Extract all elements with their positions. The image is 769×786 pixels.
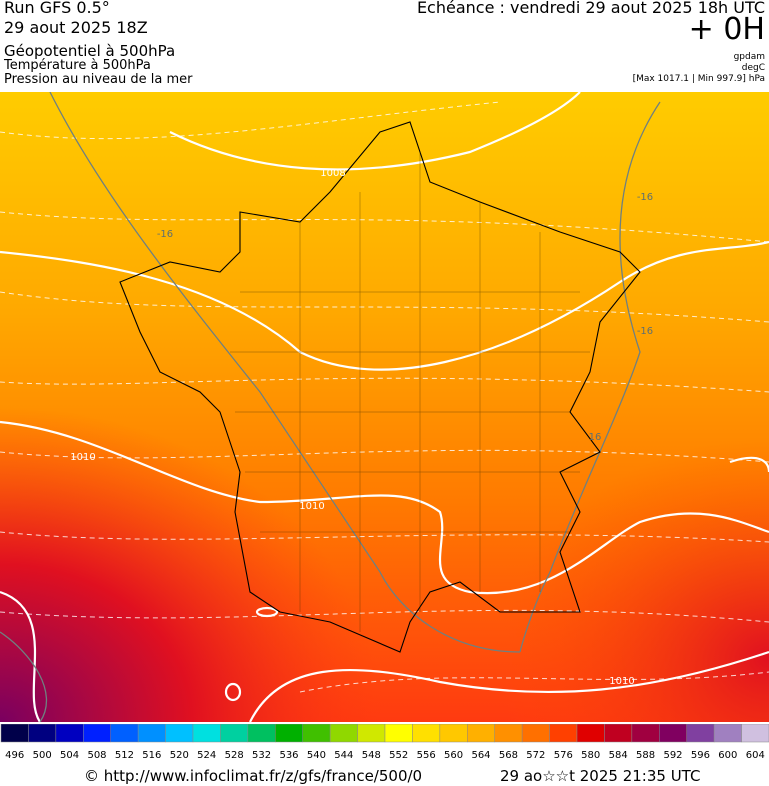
color-swatch: [384, 724, 413, 743]
title: Run GFS 0.5°: [4, 0, 110, 17]
colorbar: 496 500 504 508 512 516 520 524 528 532 536 540 544 5…: [0, 724, 769, 761]
run: 29 aout 2025 18Z: [4, 18, 148, 37]
range: [Max 1017.1 | Min 997.9] hPa: [632, 74, 765, 84]
color-swatch: [192, 724, 221, 743]
field: Pression au niveau de la mer: [4, 72, 193, 87]
colorbar-label: 536: [279, 750, 298, 761]
color-swatch: [357, 724, 386, 743]
colorbar-label: 516: [142, 750, 161, 761]
color-swatch: [521, 724, 550, 743]
color-swatch: [467, 724, 495, 743]
color-swatch: [412, 724, 441, 743]
color-swatch: [110, 724, 139, 743]
contour-label: 1008: [320, 168, 345, 179]
timestamp: 29 ao☆☆t 2025 21:35 UTC: [500, 767, 701, 785]
color-swatch: [302, 724, 331, 743]
colorbar-label: 560: [444, 750, 463, 761]
color-swatch: [247, 724, 276, 743]
colorbar-label: 528: [225, 750, 244, 761]
contour-label: 16: [589, 432, 602, 443]
contour-label: 1010: [70, 452, 95, 463]
color-swatch: [576, 724, 605, 743]
colorbar-label: 532: [252, 750, 271, 761]
valid-time: Echéance : vendredi 29 aout 2025 18h UTC: [416, 0, 765, 17]
geopotential-contours: [0, 92, 661, 722]
colorbar-label: 552: [389, 750, 408, 761]
unit: degC: [741, 63, 765, 73]
colorbar-label: 580: [581, 750, 600, 761]
region-borders: [230, 152, 590, 632]
color-swatch: [329, 724, 358, 743]
colorbar-label: 564: [471, 750, 490, 761]
colorbar-label: 592: [663, 750, 682, 761]
color-swatch: [275, 724, 303, 743]
lead-time: + 0H: [688, 12, 765, 47]
contour-label: -16: [157, 229, 173, 240]
pressure-contours: [0, 92, 769, 722]
unit: gpdam: [733, 52, 765, 62]
color-swatch: [439, 724, 468, 743]
contour-label: 1010: [609, 676, 634, 687]
colorbar-label: 544: [334, 750, 353, 761]
field: Température à 500hPa: [4, 58, 151, 73]
color-swatch: [83, 724, 111, 743]
colorbar-label: 572: [526, 750, 545, 761]
field-background: [0, 92, 769, 722]
color-swatch: [0, 724, 29, 743]
color-swatch: [659, 724, 687, 743]
colorbar-label: 604: [746, 750, 765, 761]
colorbar-label: 600: [718, 750, 737, 761]
colorbar-label: 540: [307, 750, 326, 761]
color-swatch: [55, 724, 84, 743]
color-swatch: [28, 724, 57, 743]
colorbar-label: 568: [499, 750, 518, 761]
color-swatch: [686, 724, 715, 743]
colorbar-label: 500: [33, 750, 52, 761]
colorbar-label: 588: [636, 750, 655, 761]
color-swatch: [713, 724, 742, 743]
color-swatch: [549, 724, 578, 743]
source: © http://www.infoclimat.fr/z/gfs/france/…: [84, 767, 423, 785]
color-swatch: [631, 724, 660, 743]
contour-label: -16: [637, 326, 653, 337]
map: 1008 -16 -16 -16 16 1010 1010 1010: [0, 92, 769, 722]
colorbar-label: 520: [170, 750, 189, 761]
colorbar-label: 504: [60, 750, 79, 761]
colorbar-label: 596: [691, 750, 710, 761]
contour-label: -16: [637, 192, 653, 203]
colorbar-label: 508: [87, 750, 106, 761]
temperature-contours: [0, 101, 769, 693]
color-swatch: [220, 724, 249, 743]
contour-label: 1010: [299, 501, 324, 512]
colorbar-label: 548: [362, 750, 381, 761]
colorbar-label: 512: [115, 750, 134, 761]
colorbar-label: 524: [197, 750, 216, 761]
colorbar-label: 584: [609, 750, 628, 761]
color-swatch: [604, 724, 633, 743]
color-swatch: [165, 724, 194, 743]
colorbar-label: 556: [417, 750, 436, 761]
color-swatch: [137, 724, 166, 743]
field: Géopotentiel à 500hPa: [4, 42, 176, 60]
colorbar-label: 576: [554, 750, 573, 761]
color-swatch: [494, 724, 523, 743]
color-swatch: [741, 724, 769, 743]
colorbar-label: 496: [5, 750, 24, 761]
